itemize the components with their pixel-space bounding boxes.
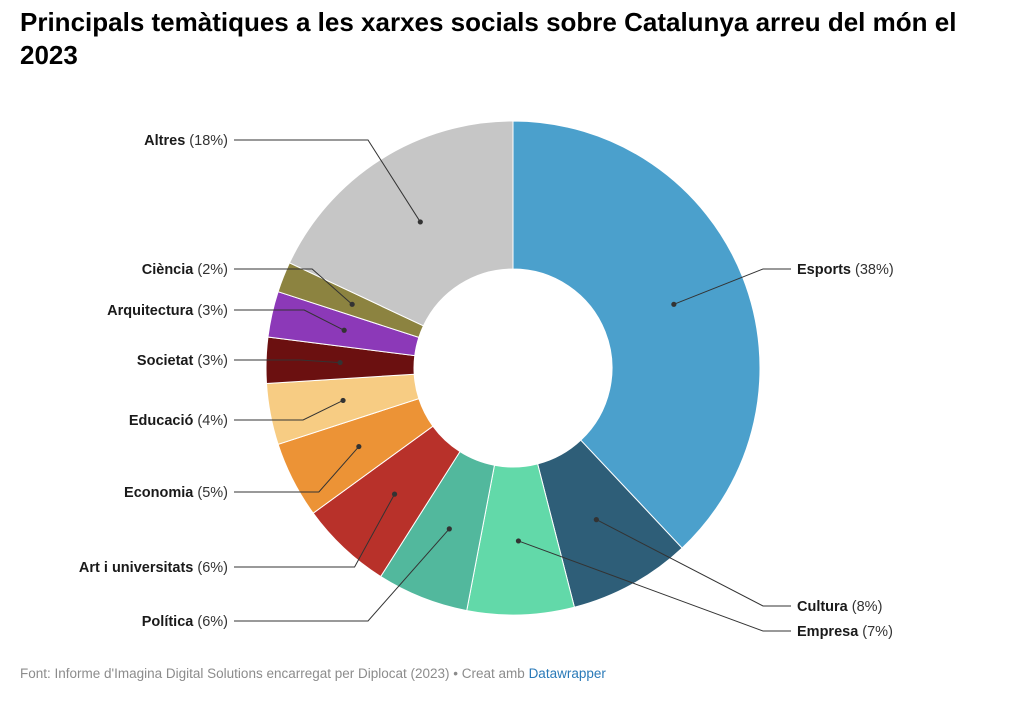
leader-dot-empresa: [515, 538, 522, 544]
label-value-esports: (38%): [851, 262, 894, 278]
leader-line-economia: [234, 446, 360, 493]
source-text: Font: Informe d'Imagina Digital Solution…: [20, 666, 529, 681]
label-value-educacio: (4%): [193, 413, 228, 429]
leader-dot-art-i-universitats: [391, 491, 398, 497]
leader-line-altres: [234, 139, 421, 223]
leader-dot-esports: [671, 301, 677, 307]
leader-line-esports: [673, 268, 791, 305]
label-name-politica: Política: [142, 614, 195, 630]
label-name-cultura: Cultura: [797, 599, 849, 615]
leader-line-art-i-universitats: [234, 493, 396, 568]
label-value-ciencia: (2%): [193, 262, 228, 278]
leader-dot-societat: [337, 359, 343, 366]
chart-title: Principals temàtiques a les xarxes socia…: [20, 7, 957, 70]
label-name-societat: Societat: [137, 353, 194, 369]
label-name-ciencia: Ciència: [142, 262, 195, 278]
leader-dot-educacio: [340, 397, 346, 404]
source-footer: Font: Informe d'Imagina Digital Solution…: [20, 666, 606, 681]
label-name-educacio: Educació: [129, 413, 194, 429]
leader-lines-layer: [234, 139, 791, 632]
label-name-art-i-universitats: Art i universitats: [79, 560, 193, 576]
label-politica: Política (6%): [142, 614, 228, 630]
slice-altres[interactable]: [288, 120, 514, 327]
leader-line-arquitectura: [234, 309, 345, 331]
label-esports: Esports (38%): [797, 262, 894, 278]
slice-esports[interactable]: [512, 120, 761, 549]
leader-line-cultura: [596, 519, 791, 607]
leader-dot-cultura: [593, 517, 599, 523]
leader-line-politica: [234, 528, 450, 622]
label-societat: Societat (3%): [137, 353, 228, 369]
leader-line-societat: [234, 359, 341, 364]
label-name-esports: Esports: [797, 262, 851, 278]
label-name-empresa: Empresa: [797, 624, 859, 640]
label-name-arquitectura: Arquitectura: [107, 303, 194, 319]
leader-line-educacio: [234, 399, 344, 421]
label-empresa: Empresa (7%): [797, 624, 893, 640]
leader-dot-politica: [446, 526, 452, 532]
label-value-politica: (6%): [193, 614, 228, 630]
label-educacio: Educació (4%): [129, 413, 228, 429]
leader-dot-economia: [356, 443, 362, 450]
label-art-i-universitats: Art i universitats (6%): [79, 560, 228, 576]
label-name-altres: Altres: [144, 133, 185, 149]
label-economia: Economia (5%): [124, 485, 228, 501]
label-value-art-i-universitats: (6%): [193, 560, 228, 576]
label-ciencia: Ciència (2%): [142, 262, 228, 278]
label-arquitectura: Arquitectura (3%): [107, 303, 228, 319]
label-value-economia: (5%): [193, 485, 228, 501]
leader-line-ciencia: [234, 268, 353, 305]
datawrapper-link[interactable]: Datawrapper: [528, 666, 606, 681]
label-altres: Altres (18%): [144, 133, 228, 149]
leader-dot-altres: [417, 219, 423, 225]
labels-layer: Esports (38%) Cultura (8%) Empresa (7%) Pol…: [79, 133, 894, 640]
slices-layer: [265, 120, 761, 616]
label-value-cultura: (8%): [848, 599, 883, 615]
label-value-societat: (3%): [193, 353, 228, 369]
leader-dot-arquitectura: [341, 327, 347, 333]
leader-dot-ciencia: [349, 301, 355, 307]
label-value-empresa: (7%): [858, 624, 893, 640]
label-value-altres: (18%): [185, 133, 228, 149]
label-value-arquitectura: (3%): [193, 303, 228, 319]
label-name-economia: Economia: [124, 485, 194, 501]
label-cultura: Cultura (8%): [797, 599, 882, 615]
leader-line-empresa: [518, 540, 791, 632]
